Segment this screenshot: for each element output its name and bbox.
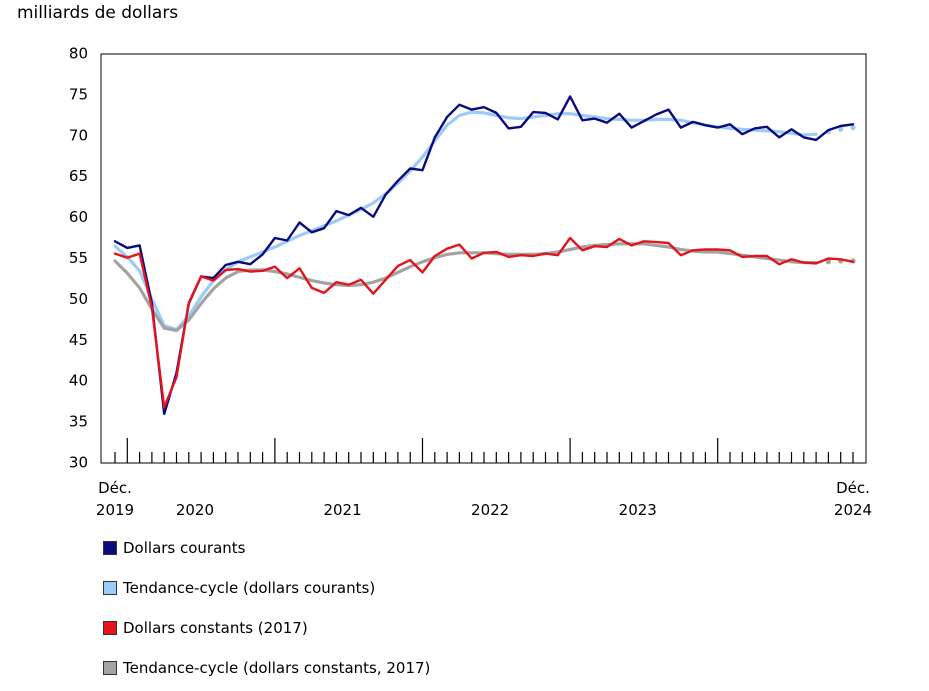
trend-point (850, 125, 856, 131)
legend-label: Tendance-cycle (dollars courants) (123, 579, 376, 597)
x-tick-label: 2023 (618, 501, 657, 519)
x-tick-label: 2020 (175, 501, 215, 519)
data-line (113, 236, 855, 409)
legend-label: Dollars constants (2017) (123, 619, 308, 637)
data-line (113, 95, 855, 416)
legend-item: Tendance-cycle (dollars courants) (103, 579, 375, 597)
trend-line (113, 242, 818, 333)
y-tick-label: 45 (69, 331, 88, 349)
trend-point (825, 259, 832, 265)
y-tick-label: 75 (69, 85, 88, 103)
y-tick-label: 60 (69, 208, 88, 226)
legend-swatch (103, 621, 117, 635)
y-tick-label: 55 (69, 249, 88, 267)
legend-item: Tendance-cycle (dollars constants, 2017) (103, 659, 430, 677)
legend-item: Dollars constants (2017) (103, 619, 308, 637)
y-tick-label: 30 (69, 454, 88, 472)
legend-swatch (103, 661, 117, 675)
legend-item: Dollars courants (103, 539, 246, 557)
legend-swatch (103, 581, 117, 595)
x-tick-label: Déc. 2019 (95, 479, 135, 519)
legend-label: Tendance-cycle (dollars constants, 2017) (123, 659, 431, 677)
trend-line (113, 110, 818, 332)
y-tick-label: 40 (69, 372, 88, 390)
trend-point (838, 126, 844, 132)
y-tick-label: 35 (69, 413, 88, 431)
y-tick-label: 65 (69, 167, 88, 185)
plot-frame (100, 53, 867, 464)
x-tick-label: 2021 (323, 501, 362, 519)
x-tick-label: Déc. 2024 (833, 479, 873, 519)
x-tick-label: 2022 (471, 501, 510, 519)
y-tick-label: 70 (69, 126, 88, 144)
legend-label: Dollars courants (123, 539, 246, 557)
legend-swatch (103, 541, 117, 555)
axis-unit-title: milliards de dollars (17, 3, 179, 23)
y-tick-label: 80 (69, 45, 88, 63)
y-tick-label: 50 (69, 290, 88, 308)
